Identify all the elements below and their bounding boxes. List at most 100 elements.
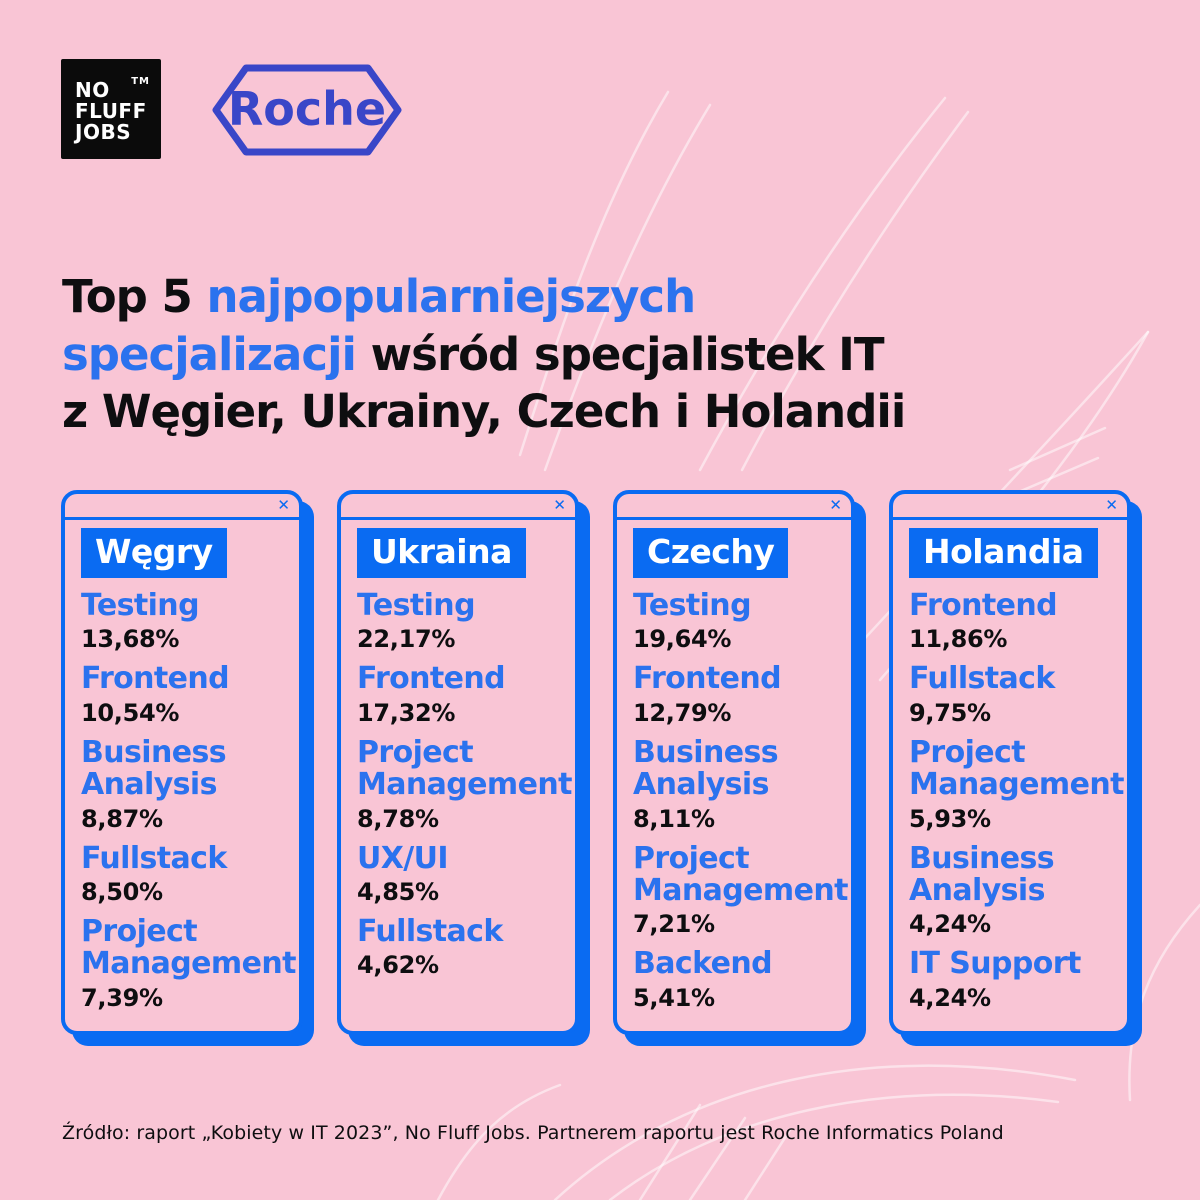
specialization-item: Business Analysis 8,11%	[633, 734, 838, 833]
specialization-percentage: 4,24%	[909, 910, 991, 939]
specialization-name: Testing	[81, 588, 200, 623]
specialization-name: Frontend	[633, 661, 782, 697]
specialization-name: Frontend	[909, 588, 1058, 623]
specialization-name: Project Management	[633, 840, 848, 908]
specialization-item: Testing 22,17%	[357, 588, 562, 654]
source-footnote: Źródło: raport „Kobiety w IT 2023”, No F…	[62, 1122, 1004, 1144]
country-card-2: ✕ Ukraina Testing 22,17% Frontend 17,32% Pro…	[337, 490, 579, 1035]
close-icon[interactable]: ✕	[1105, 496, 1118, 514]
card-body: Węgry Testing 13,68% Frontend 10,54% Busines…	[65, 520, 299, 1012]
specialization-item: Backend 5,41%	[633, 946, 838, 1012]
specialization-name: Frontend	[81, 661, 230, 697]
specialization-name: IT Support	[909, 946, 1081, 982]
specialization-item: Testing 19,64%	[633, 588, 838, 654]
title-line-3: z Węgier, Ukrainy, Czech i Holandii	[62, 383, 1152, 441]
specialization-name: Project Management	[357, 734, 572, 803]
card-body: Holandia Frontend 11,86% Fullstack 9,75% Pro…	[893, 520, 1127, 1012]
specialization-item: Fullstack 4,62%	[357, 913, 562, 980]
close-icon[interactable]: ✕	[553, 496, 566, 514]
card-body: Ukraina Testing 22,17% Frontend 17,32% Proje…	[341, 520, 575, 979]
title-segment-dark: z Węgier, Ukrainy, Czech i Holandii	[62, 385, 906, 439]
country-card-4: ✕ Holandia Frontend 11,86% Fullstack 9,75% P…	[889, 490, 1131, 1035]
roche-logo: Roche	[212, 61, 402, 159]
nofluffjobs-line: NO	[75, 78, 110, 102]
specialization-item: UX/UI 4,85%	[357, 840, 562, 906]
title-segment-blue: najpopularniejszych	[206, 270, 697, 324]
specialization-name: UX/UI	[357, 840, 449, 876]
specialization-item: Project Management 8,78%	[357, 734, 572, 833]
country-label: Ukraina	[357, 528, 526, 578]
title-segment-dark: Top 5	[62, 270, 207, 324]
specialization-name: Business Analysis	[909, 840, 1055, 908]
specialization-item: Project Management 7,39%	[81, 913, 296, 1012]
specialization-percentage: 7,21%	[633, 910, 715, 939]
specialization-item: Fullstack 9,75%	[909, 662, 1114, 727]
specialization-percentage: 11,86%	[909, 625, 1008, 654]
specializations-list: Testing 19,64% Frontend 12,79% Business Anal…	[633, 588, 848, 1012]
specialization-item: Frontend 10,54%	[81, 661, 286, 727]
specialization-percentage: 4,62%	[357, 951, 439, 980]
close-icon[interactable]: ✕	[829, 496, 842, 514]
specialization-percentage: 5,41%	[633, 983, 715, 1012]
specialization-item: Testing 13,68%	[81, 588, 286, 654]
title-segment-dark: wśród specjalistek IT	[355, 327, 885, 381]
country-label: Holandia	[909, 528, 1098, 578]
specialization-percentage: 22,17%	[357, 625, 456, 654]
specialization-percentage: 10,54%	[81, 698, 180, 727]
card-body: Czechy Testing 19,64% Frontend 12,79% Busine…	[617, 520, 851, 1012]
specialization-item: Business Analysis 4,24%	[909, 840, 1114, 939]
specialization-percentage: 9,75%	[909, 698, 991, 727]
title-segment-blue: specjalizacji	[62, 327, 357, 381]
specialization-name: Business Analysis	[81, 734, 227, 803]
nofluffjobs-logo: NO FLUFF JOBS TM	[61, 59, 161, 159]
specialization-item: Project Management 5,93%	[909, 734, 1124, 832]
specialization-percentage: 12,79%	[633, 698, 732, 727]
specialization-percentage: 17,32%	[357, 698, 456, 727]
country-label: Węgry	[81, 528, 227, 578]
roche-wordmark: Roche	[228, 82, 386, 136]
specialization-name: Business Analysis	[633, 734, 779, 803]
specialization-percentage: 8,11%	[633, 804, 715, 833]
cards-row: ✕ Węgry Testing 13,68% Frontend 10,54% Busin…	[61, 490, 1131, 1035]
specialization-item: Frontend 17,32%	[357, 661, 562, 727]
specialization-percentage: 19,64%	[633, 625, 732, 654]
specialization-percentage: 8,50%	[81, 877, 163, 906]
specialization-name: Testing	[357, 588, 476, 623]
close-icon[interactable]: ✕	[277, 496, 290, 514]
specializations-list: Testing 22,17% Frontend 17,32% Project Manag…	[357, 588, 572, 980]
specialization-name: Project Management	[909, 734, 1124, 803]
title-line-1: Top 5 najpopularniejszych	[62, 268, 1152, 326]
specialization-item: Frontend 11,86%	[909, 588, 1114, 654]
specialization-name: Fullstack	[357, 913, 503, 949]
roche-hexagon	[212, 64, 402, 156]
card-titlebar: ✕	[617, 494, 851, 520]
specialization-name: Backend	[633, 946, 773, 982]
specialization-item: IT Support 4,24%	[909, 946, 1114, 1012]
card-titlebar: ✕	[65, 494, 299, 520]
title-line-2: specjalizacji wśród specjalistek IT	[62, 326, 1152, 384]
specializations-list: Testing 13,68% Frontend 10,54% Business Anal…	[81, 588, 296, 1012]
page-title: Top 5 najpopularniejszych specjalizacji …	[62, 268, 1152, 441]
card-titlebar: ✕	[341, 494, 575, 520]
specialization-name: Fullstack	[81, 840, 227, 876]
specialization-item: Business Analysis 8,87%	[81, 734, 286, 833]
trademark-symbol: TM	[131, 76, 150, 87]
specialization-percentage: 4,85%	[357, 877, 439, 906]
specialization-percentage: 4,24%	[909, 983, 991, 1012]
nofluffjobs-wordmark: NO FLUFF JOBS	[75, 78, 147, 144]
specialization-percentage: 8,78%	[357, 804, 439, 833]
card-titlebar: ✕	[893, 494, 1127, 520]
specialization-percentage: 7,39%	[81, 983, 163, 1012]
specialization-percentage: 8,87%	[81, 804, 163, 833]
specialization-name: Project Management	[81, 913, 296, 982]
country-card-3: ✕ Czechy Testing 19,64% Frontend 12,79% Busi…	[613, 490, 855, 1035]
nofluffjobs-line: FLUFF	[75, 99, 147, 124]
specialization-name: Frontend	[357, 661, 506, 697]
country-card-1: ✕ Węgry Testing 13,68% Frontend 10,54% Busin…	[61, 490, 303, 1035]
specialization-name: Testing	[633, 588, 752, 623]
country-label: Czechy	[633, 528, 789, 578]
specialization-percentage: 13,68%	[81, 625, 180, 654]
specializations-list: Frontend 11,86% Fullstack 9,75% Project Mana…	[909, 588, 1124, 1012]
specialization-item: Project Management 7,21%	[633, 840, 848, 939]
